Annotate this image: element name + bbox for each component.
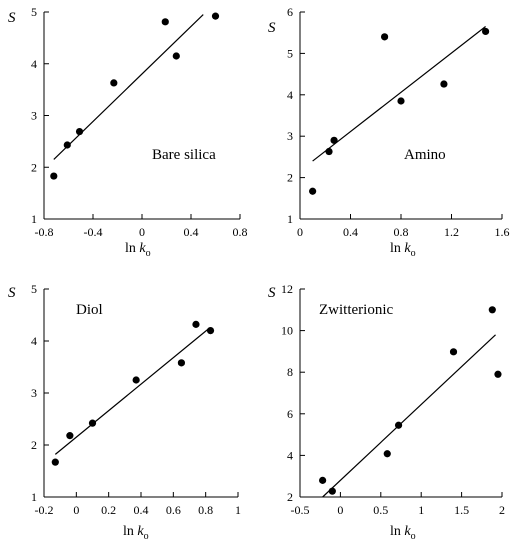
data-point bbox=[309, 187, 317, 195]
y-tick-label: 2 bbox=[287, 171, 293, 185]
x-tick-label: -0.8 bbox=[35, 225, 54, 239]
panel-annotation: Diol bbox=[76, 302, 103, 318]
x-tick-label: 0.4 bbox=[343, 225, 358, 239]
y-tick-label: 2 bbox=[31, 438, 37, 452]
x-tick-label: 0 bbox=[73, 503, 79, 517]
x-tick-label: 0 bbox=[337, 503, 343, 517]
x-tick-label: 0.8 bbox=[233, 225, 248, 239]
scatter-panel-4: 2 4 6 8 10 12 -0.5 0 0.5 1 1.5 2 Sln ko Zwitterionic bbox=[268, 282, 505, 542]
data-point bbox=[110, 79, 118, 87]
x-tick-label: 1 bbox=[235, 503, 241, 517]
y-axis-label: S bbox=[268, 20, 276, 36]
data-point bbox=[449, 348, 458, 356]
y-tick-label: 5 bbox=[31, 5, 37, 19]
x-axis-label: ln ko bbox=[390, 524, 416, 542]
x-axis-label: ln ko bbox=[123, 524, 149, 542]
x-tick-label: 0.4 bbox=[134, 503, 149, 517]
data-point bbox=[211, 12, 220, 20]
data-point bbox=[206, 327, 215, 335]
data-point bbox=[192, 320, 200, 328]
data-point bbox=[481, 27, 490, 36]
data-point bbox=[51, 458, 59, 466]
x-axis-label: ln ko bbox=[125, 241, 151, 259]
y-axis-label: S bbox=[8, 10, 16, 26]
x-tick-label: -0.2 bbox=[35, 503, 54, 517]
panel-annotation: Bare silica bbox=[152, 147, 216, 163]
scatter-panel-1: 1 2 3 4 5 -0.8 -0.4 0 0.4 0.8 Sln ko Bare silica bbox=[8, 5, 248, 259]
y-tick-label: 2 bbox=[31, 160, 37, 174]
fit-line bbox=[54, 328, 210, 455]
data-point bbox=[383, 450, 391, 458]
x-tick-label: 0.8 bbox=[394, 225, 409, 239]
data-point bbox=[132, 376, 140, 384]
y-tick-label: 12 bbox=[281, 282, 293, 296]
y-tick-label: 6 bbox=[287, 5, 293, 19]
y-tick-label: 6 bbox=[287, 407, 293, 421]
x-tick-label: 1.2 bbox=[444, 225, 459, 239]
y-tick-label: 8 bbox=[287, 365, 293, 379]
y-tick-label: 2 bbox=[287, 490, 293, 504]
y-tick-label: 5 bbox=[31, 282, 37, 296]
x-tick-label: 0.4 bbox=[184, 225, 199, 239]
x-tick-label: 0.2 bbox=[101, 503, 116, 517]
panel-annotation: Zwitterionic bbox=[319, 302, 393, 318]
x-tick-label: 1.6 bbox=[495, 225, 510, 239]
data-point bbox=[488, 306, 496, 314]
y-tick-label: 4 bbox=[31, 334, 37, 348]
y-tick-label: 1 bbox=[287, 212, 293, 226]
data-point bbox=[440, 80, 448, 88]
data-point bbox=[50, 172, 58, 180]
x-tick-label: 1 bbox=[418, 503, 424, 517]
x-axis-label: ln ko bbox=[390, 241, 416, 259]
data-point bbox=[75, 127, 84, 136]
data-point bbox=[172, 52, 180, 60]
y-tick-label: 1 bbox=[31, 212, 37, 226]
data-point bbox=[325, 147, 333, 156]
fit-line bbox=[312, 26, 486, 162]
y-tick-label: 1 bbox=[31, 490, 37, 504]
panel-annotation: Amino bbox=[404, 147, 446, 163]
scatter-panel-2: 1 2 3 4 5 6 0 0.4 0.8 1.2 1.6 Sln ko Amino bbox=[268, 5, 510, 259]
y-tick-label: 4 bbox=[287, 448, 293, 462]
x-tick-label: -0.4 bbox=[84, 225, 103, 239]
data-point bbox=[330, 136, 338, 144]
fit-line bbox=[53, 14, 204, 160]
y-tick-label: 4 bbox=[287, 88, 293, 102]
data-point bbox=[380, 33, 389, 41]
data-point bbox=[66, 432, 74, 440]
y-axis-label: S bbox=[8, 285, 16, 301]
scatter-panel-3: 1 2 3 4 5 -0.2 0 0.2 0.4 0.6 0.8 1 Sln ko Diol bbox=[8, 282, 241, 542]
data-point bbox=[494, 370, 502, 378]
x-tick-label: 2 bbox=[499, 503, 505, 517]
x-tick-label: 0.8 bbox=[198, 503, 213, 517]
x-tick-label: -0.5 bbox=[291, 503, 310, 517]
x-tick-label: 0 bbox=[297, 225, 303, 239]
y-tick-label: 5 bbox=[287, 46, 293, 60]
y-tick-label: 3 bbox=[31, 386, 37, 400]
y-tick-label: 10 bbox=[281, 324, 293, 338]
y-tick-label: 3 bbox=[31, 109, 37, 123]
x-tick-label: 0.5 bbox=[373, 503, 388, 517]
x-tick-label: 0 bbox=[139, 225, 145, 239]
data-point bbox=[88, 419, 97, 427]
data-point bbox=[161, 18, 169, 26]
y-axis-label: S bbox=[268, 285, 276, 301]
y-tick-label: 4 bbox=[31, 57, 37, 71]
y-tick-label: 3 bbox=[287, 129, 293, 143]
data-point bbox=[319, 476, 327, 484]
data-point bbox=[63, 141, 71, 149]
data-point bbox=[397, 97, 405, 105]
fit-line bbox=[322, 334, 496, 498]
data-point bbox=[394, 421, 403, 429]
x-tick-label: 1.5 bbox=[454, 503, 469, 517]
data-point bbox=[177, 359, 186, 367]
x-tick-label: 0.6 bbox=[166, 503, 181, 517]
data-point bbox=[328, 487, 336, 495]
